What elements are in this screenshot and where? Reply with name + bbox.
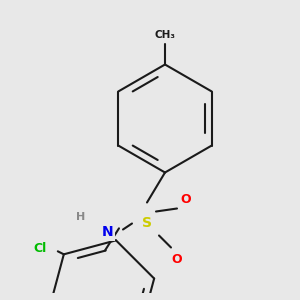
- Text: CH₃: CH₃: [154, 29, 176, 40]
- Text: S: S: [142, 217, 152, 230]
- Text: H: H: [76, 212, 85, 223]
- Text: O: O: [172, 253, 182, 266]
- Text: O: O: [181, 193, 191, 206]
- Text: N: N: [102, 226, 114, 239]
- Text: Cl: Cl: [33, 242, 46, 255]
